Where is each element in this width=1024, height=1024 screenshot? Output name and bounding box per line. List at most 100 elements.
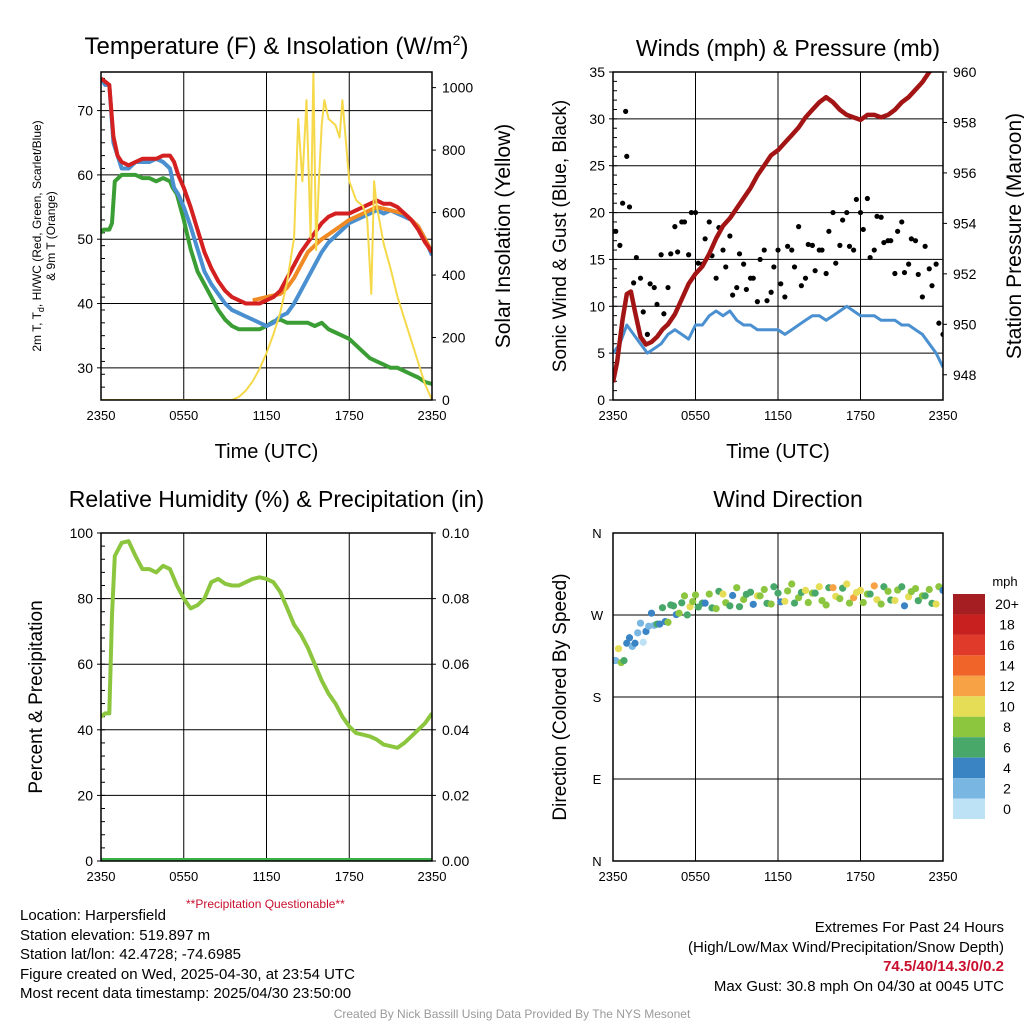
gust-point <box>651 284 657 291</box>
gust-point <box>857 209 864 216</box>
x-tick-label: 0550 <box>681 869 710 884</box>
direction-point <box>634 629 642 637</box>
y-tick-label: 0 <box>597 392 605 408</box>
colorbar-label: 2 <box>1003 780 1011 796</box>
direction-point <box>625 634 634 642</box>
station-elevation: Station elevation: 519.897 m <box>20 926 211 944</box>
gust-point <box>761 247 767 253</box>
figure-created: Figure created on Wed, 2025-04-30, at 23… <box>20 965 355 983</box>
series-line <box>101 172 432 386</box>
colorbar-swatch <box>953 716 985 738</box>
y-axis-label: Direction (Colored By Speed) <box>550 573 571 820</box>
y-tick-label: 20 <box>77 787 93 803</box>
direction-point <box>749 600 757 608</box>
direction-point <box>829 584 837 592</box>
direction-point <box>719 590 727 598</box>
colorbar-label: 10 <box>999 699 1015 715</box>
gust-point <box>647 281 653 287</box>
y2-tick-label: 958 <box>953 114 977 130</box>
direction-point <box>735 603 744 611</box>
gust-point <box>823 270 829 277</box>
gust-point <box>943 298 948 303</box>
colorbar-swatch <box>953 737 985 758</box>
chart-title: Winds (mph) & Pressure (mb) <box>636 35 940 61</box>
direction-point <box>733 584 741 592</box>
colorbar-swatch <box>953 634 985 656</box>
gust-point <box>912 238 919 244</box>
gust-point <box>789 247 795 253</box>
gust-point <box>915 271 921 278</box>
direction-point <box>870 582 878 590</box>
gust-point <box>796 224 802 230</box>
y-axis-label-part: , HI/WC (Red, Green, Scarlet/Blue) <box>30 120 44 307</box>
colorbar-label: 12 <box>999 678 1015 694</box>
gust-point <box>936 320 942 326</box>
direction-point <box>921 592 929 600</box>
direction-point <box>859 598 867 607</box>
gust-point <box>833 260 839 266</box>
direction-point <box>925 585 933 594</box>
y-tick-label: N <box>592 526 601 541</box>
direction-point <box>774 589 782 597</box>
y-tick-label: 40 <box>77 296 93 312</box>
x-tick-label: 2350 <box>87 869 116 884</box>
max-gust-point <box>623 108 629 114</box>
colorbar-swatch <box>953 757 985 779</box>
direction-point <box>856 586 865 595</box>
x-tick-label: 2350 <box>87 408 116 423</box>
y2-tick-label: 956 <box>953 165 977 181</box>
x-tick-label: 1750 <box>846 408 875 423</box>
colorbar-label: 4 <box>1003 760 1011 776</box>
gust-point <box>871 247 877 253</box>
y2-tick-label: 800 <box>442 142 466 158</box>
direction-point <box>729 591 737 600</box>
y-axis-label-sub: d <box>36 307 46 312</box>
direction-point <box>866 590 874 598</box>
y-tick-label: 60 <box>77 656 93 672</box>
gust-point <box>908 236 914 242</box>
gust-point <box>750 275 756 281</box>
gust-point <box>922 243 928 249</box>
y2-tick-label: 0.10 <box>442 525 469 541</box>
y2-tick-label: 0.04 <box>442 722 469 738</box>
gust-point <box>791 264 798 270</box>
x-tick-label: 2350 <box>929 869 958 884</box>
x-tick-label: 1750 <box>335 869 364 884</box>
y2-tick-label: 954 <box>953 215 977 231</box>
direction-point <box>790 599 799 607</box>
gust-point <box>736 251 743 257</box>
chart-title: Relative Humidity (%) & Precipitation (i… <box>69 486 484 512</box>
y-tick-label: 30 <box>77 360 93 376</box>
series-line <box>613 304 943 368</box>
chart-title: Temperature (F) & Insolation (W/m2) <box>85 32 469 60</box>
gust-point <box>892 270 898 277</box>
direction-point <box>914 597 922 605</box>
gust-point <box>692 209 699 216</box>
gust-point <box>785 243 791 249</box>
direction-point <box>623 639 631 647</box>
gust-point <box>901 269 908 276</box>
x-tick-label: 1150 <box>764 869 792 884</box>
gust-point <box>775 247 781 253</box>
direction-point <box>804 598 812 607</box>
y2-tick-label: 948 <box>953 367 977 383</box>
gust-point <box>720 247 726 253</box>
gust-point <box>754 299 760 305</box>
gust-point <box>919 294 925 300</box>
y2-tick-label: 960 <box>953 64 977 80</box>
y-tick-label: 40 <box>77 722 93 738</box>
gust-point <box>631 280 637 286</box>
gust-point <box>730 292 736 298</box>
gust-point <box>620 200 626 206</box>
gust-point <box>846 243 853 249</box>
y-tick-label: 20 <box>589 205 605 221</box>
x-tick-label: 2350 <box>929 408 958 423</box>
colorbar-swatch <box>953 594 985 615</box>
y-tick-label: 50 <box>77 231 93 247</box>
gust-point <box>888 238 894 244</box>
extremes-subtitle: (High/Low/Max Wind/Precipitation/Snow De… <box>688 938 1004 956</box>
direction-point <box>746 588 755 596</box>
y2-tick-label: 200 <box>442 330 466 346</box>
gust-point <box>741 261 747 267</box>
gust-point <box>860 226 866 233</box>
